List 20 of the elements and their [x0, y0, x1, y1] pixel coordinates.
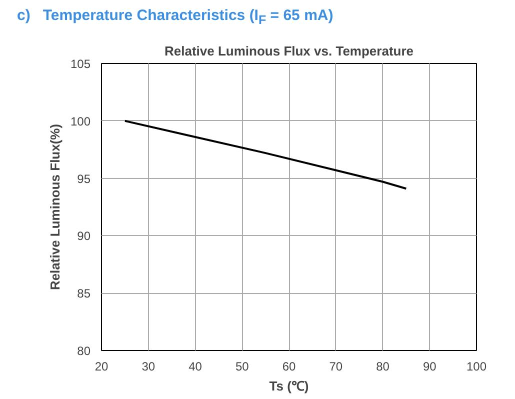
chart-title: c) Temperature Characteristics (I$_{F}$ = 65 mA)	[17, 6, 334, 29]
line-series	[124, 120, 408, 190]
x-tick-label: 20	[94, 360, 108, 374]
y-tick-label: 85	[77, 286, 91, 301]
x-tick-label: 40	[188, 360, 202, 374]
y-tick-label: 105	[70, 57, 91, 71]
x-tick-label: 50	[235, 360, 250, 374]
x-tick-label: 80	[376, 360, 390, 374]
x-tick-label: 90	[422, 360, 437, 374]
y-tick-label: 100	[70, 114, 91, 128]
x-tick-label: 60	[282, 360, 296, 374]
y-axis-title: Relative Luminous Flux(%)	[47, 124, 62, 290]
x-tick-label: 30	[142, 360, 156, 374]
chart-subtitle: Relative Luminous Flux vs. Temperature	[164, 44, 414, 58]
y-tick-label: 95	[77, 172, 91, 186]
y-tick-label: 80	[77, 344, 91, 358]
y-tick-label: 90	[77, 229, 91, 244]
x-axis-title: Ts (℃)	[269, 378, 309, 394]
x-tick-label: 70	[329, 360, 343, 374]
x-tick-label: 100	[466, 360, 487, 374]
